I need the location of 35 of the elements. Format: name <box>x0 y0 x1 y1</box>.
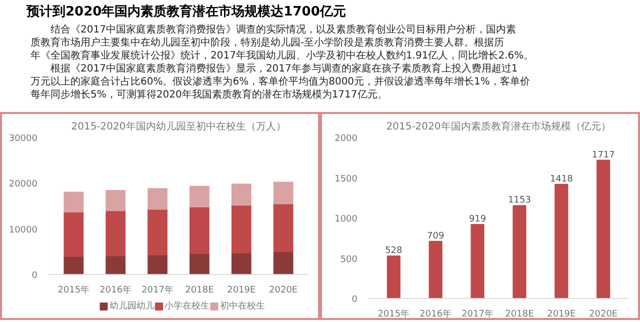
chart-title: 2015-2020年国内幼儿园至初中在校生（万人） <box>71 120 286 132</box>
legend-label: 小学在校生 <box>164 300 210 312</box>
x-tick-label: 2020E <box>589 310 618 320</box>
y-tick-label: 30000 <box>8 134 38 144</box>
y-tick-label: 2000 <box>334 134 358 144</box>
x-tick-label: 2019E <box>547 310 576 320</box>
legend-label: 初中在校生 <box>220 300 265 312</box>
data-label: 528 <box>385 246 403 256</box>
x-tick-label: 2016年 <box>420 308 452 320</box>
y-tick-label: 500 <box>340 254 358 265</box>
x-tick-label: 2018E <box>505 310 534 320</box>
text: 结合《2017中国家庭素质教育消费报告》调查的实际情况，以及素质教育创业公司目标用户分析，国内素质教育市场用户主要集中在幼儿园至初中阶段，特别是幼儿园-至小学阶段是素质教育消费主要人群。根据历年《全国教育事业发展统计公报》统计，2017年我国幼儿园、小学及初中在校人数约1.91亿人，同比增长2.6%。 <box>30 24 534 62</box>
data-label: 919 <box>468 214 486 225</box>
x-tick-label: 2017年 <box>462 308 494 320</box>
x-tick-label: 2019E <box>227 286 256 296</box>
text: 根据《2017中国家庭素质教育消费报告》显示，2017年参与调查的家庭在孩子素质教育上投入费用超过1 万元以上的家庭合计占比60%。假设渗透率为6%，客单价平均值为8000元，并假设渗透率每年增长1%，客单价每年同步增长5%，可测算得2020年我国素质教育的潜在市场规模为1717亿元。 <box>30 62 530 100</box>
y-tick-label: 1000 <box>334 214 358 224</box>
data-label: 709 <box>427 231 444 242</box>
text: 预计到2020年国内素质教育潜在市场规模达1700亿元 <box>26 4 346 20</box>
chart-title: 2015-2020年国内素质教育潜在市场规模（亿元） <box>386 120 611 132</box>
x-tick-label: 2015年 <box>58 284 90 296</box>
y-tick-label: 0 <box>352 295 358 305</box>
y-tick-label: 20000 <box>8 180 38 190</box>
y-tick-label: 1500 <box>334 174 358 184</box>
data-label: 1418 <box>550 174 574 184</box>
legend-label: 幼儿园幼儿 <box>109 300 154 312</box>
x-tick-label: 2016年 <box>100 284 132 296</box>
y-tick-label: 10000 <box>8 225 38 236</box>
data-label: 1153 <box>508 196 531 206</box>
data-label: 1717 <box>592 150 615 160</box>
x-tick-label: 2017年 <box>142 284 174 296</box>
x-tick-label: 2015年 <box>378 308 410 320</box>
y-tick-label: 0 <box>32 271 38 281</box>
x-tick-label: 2020E <box>269 286 298 296</box>
x-tick-label: 2018E <box>185 286 214 296</box>
